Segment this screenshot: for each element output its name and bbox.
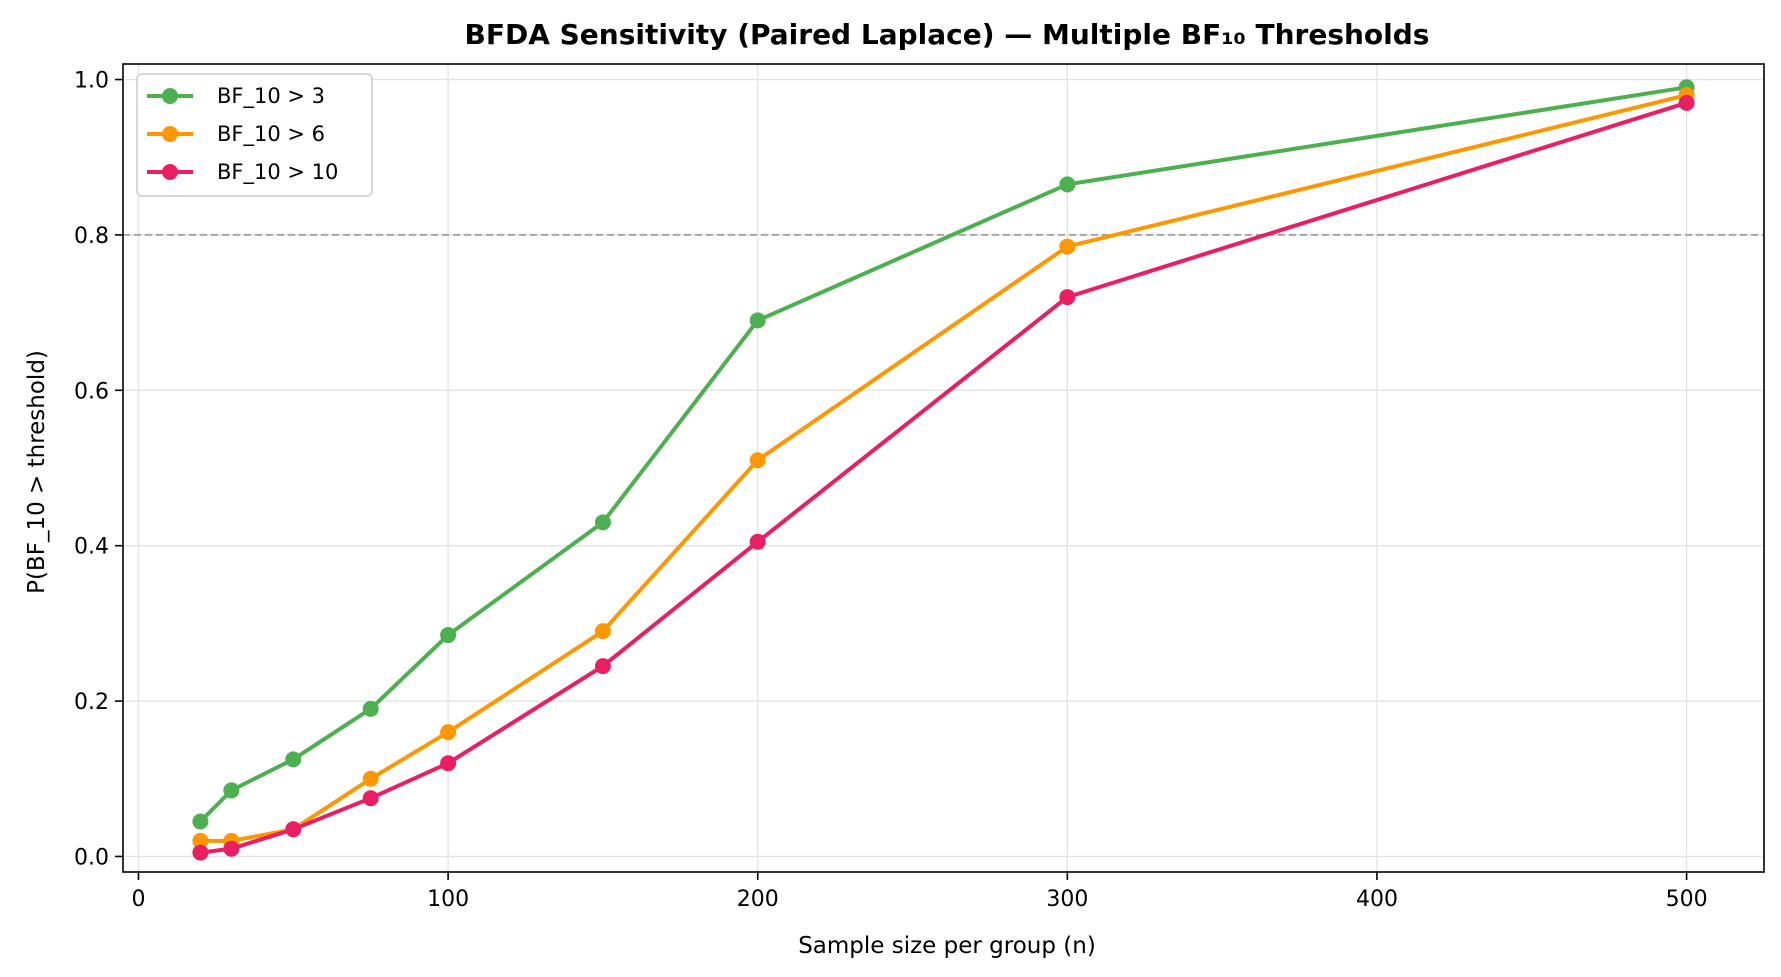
y-tick-label-5: 1.0 bbox=[74, 69, 109, 94]
x-tick-label-3: 300 bbox=[1046, 887, 1088, 912]
ticks: 0 100 200 300 400 500 0.0 0.2 0.4 0.6 0.8 1.0 bbox=[74, 69, 1708, 912]
series-2-point-7 bbox=[1059, 289, 1076, 306]
y-tick-label-0: 0.0 bbox=[74, 845, 109, 870]
y-tick-label-2: 0.4 bbox=[74, 535, 109, 560]
series-1-point-4 bbox=[440, 724, 457, 741]
series-1-point-3 bbox=[362, 770, 379, 787]
x-tick-label-2: 200 bbox=[737, 887, 779, 912]
x-tick-label-4: 400 bbox=[1356, 887, 1398, 912]
legend-swatch-marker-1 bbox=[162, 126, 178, 142]
series-0-point-5 bbox=[594, 514, 611, 531]
x-tick-label-1: 100 bbox=[427, 887, 469, 912]
series-2-point-1 bbox=[223, 840, 240, 857]
series-0-point-6 bbox=[749, 312, 766, 329]
series-1 bbox=[192, 87, 1695, 849]
legend-label-0: BF_10 > 3 bbox=[217, 84, 325, 109]
series-1-point-7 bbox=[1059, 238, 1076, 255]
series-0-point-0 bbox=[192, 813, 209, 830]
x-tick-label-5: 500 bbox=[1666, 887, 1708, 912]
series-2-point-6 bbox=[749, 533, 766, 550]
y-axis-label: P(BF_10 > threshold) bbox=[24, 350, 50, 594]
series-2-point-3 bbox=[362, 790, 379, 807]
series-2-point-4 bbox=[440, 755, 457, 772]
series-0 bbox=[192, 79, 1695, 830]
chart-title: BFDA Sensitivity (Paired Laplace) — Mult… bbox=[465, 18, 1430, 51]
series-1-point-6 bbox=[749, 452, 766, 469]
series-0-point-7 bbox=[1059, 176, 1076, 193]
series-2-point-8 bbox=[1678, 94, 1695, 111]
legend: BF_10 > 3 BF_10 > 6 BF_10 > 10 bbox=[136, 73, 373, 197]
plot-frame bbox=[122, 63, 1765, 873]
series-2-point-0 bbox=[192, 844, 209, 861]
series-0-point-3 bbox=[362, 700, 379, 717]
legend-swatch-marker-2 bbox=[162, 164, 178, 180]
x-axis-label: Sample size per group (n) bbox=[798, 933, 1096, 959]
series-0-point-2 bbox=[285, 751, 302, 768]
series-2 bbox=[192, 94, 1695, 861]
legend-swatch-marker-0 bbox=[162, 88, 178, 104]
series-1-point-0 bbox=[192, 832, 209, 849]
series-2-point-2 bbox=[285, 821, 302, 838]
y-tick-label-1: 0.2 bbox=[74, 690, 109, 715]
series-0-point-4 bbox=[440, 627, 457, 644]
legend-box bbox=[136, 73, 373, 197]
x-tick-label-0: 0 bbox=[131, 887, 145, 912]
series-2-point-5 bbox=[594, 658, 611, 675]
y-tick-label-4: 0.8 bbox=[74, 224, 109, 249]
legend-label-2: BF_10 > 10 bbox=[217, 160, 338, 185]
legend-label-1: BF_10 > 6 bbox=[217, 122, 325, 147]
series-1-point-5 bbox=[594, 623, 611, 640]
y-tick-label-3: 0.6 bbox=[74, 379, 109, 404]
series-0-point-1 bbox=[223, 782, 240, 799]
series-group bbox=[192, 79, 1695, 861]
